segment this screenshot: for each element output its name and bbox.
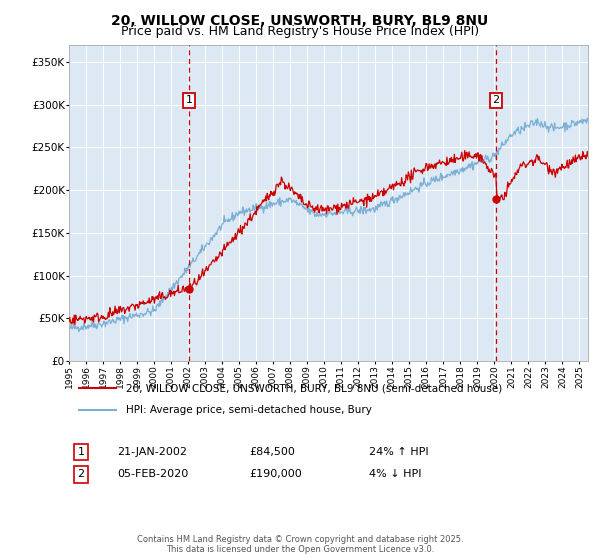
- Text: Price paid vs. HM Land Registry's House Price Index (HPI): Price paid vs. HM Land Registry's House …: [121, 25, 479, 38]
- Text: 4% ↓ HPI: 4% ↓ HPI: [369, 469, 421, 479]
- Text: £190,000: £190,000: [249, 469, 302, 479]
- Text: 2: 2: [493, 95, 500, 105]
- Text: 1: 1: [77, 447, 85, 457]
- Text: 21-JAN-2002: 21-JAN-2002: [117, 447, 187, 457]
- Text: £84,500: £84,500: [249, 447, 295, 457]
- Text: Contains HM Land Registry data © Crown copyright and database right 2025.
This d: Contains HM Land Registry data © Crown c…: [137, 535, 463, 554]
- Text: 24% ↑ HPI: 24% ↑ HPI: [369, 447, 428, 457]
- Text: 1: 1: [185, 95, 193, 105]
- Text: 05-FEB-2020: 05-FEB-2020: [117, 469, 188, 479]
- Text: 20, WILLOW CLOSE, UNSWORTH, BURY, BL9 8NU: 20, WILLOW CLOSE, UNSWORTH, BURY, BL9 8N…: [112, 14, 488, 28]
- Text: 20, WILLOW CLOSE, UNSWORTH, BURY, BL9 8NU (semi-detached house): 20, WILLOW CLOSE, UNSWORTH, BURY, BL9 8N…: [126, 384, 502, 393]
- Text: HPI: Average price, semi-detached house, Bury: HPI: Average price, semi-detached house,…: [126, 405, 372, 415]
- Text: 2: 2: [77, 469, 85, 479]
